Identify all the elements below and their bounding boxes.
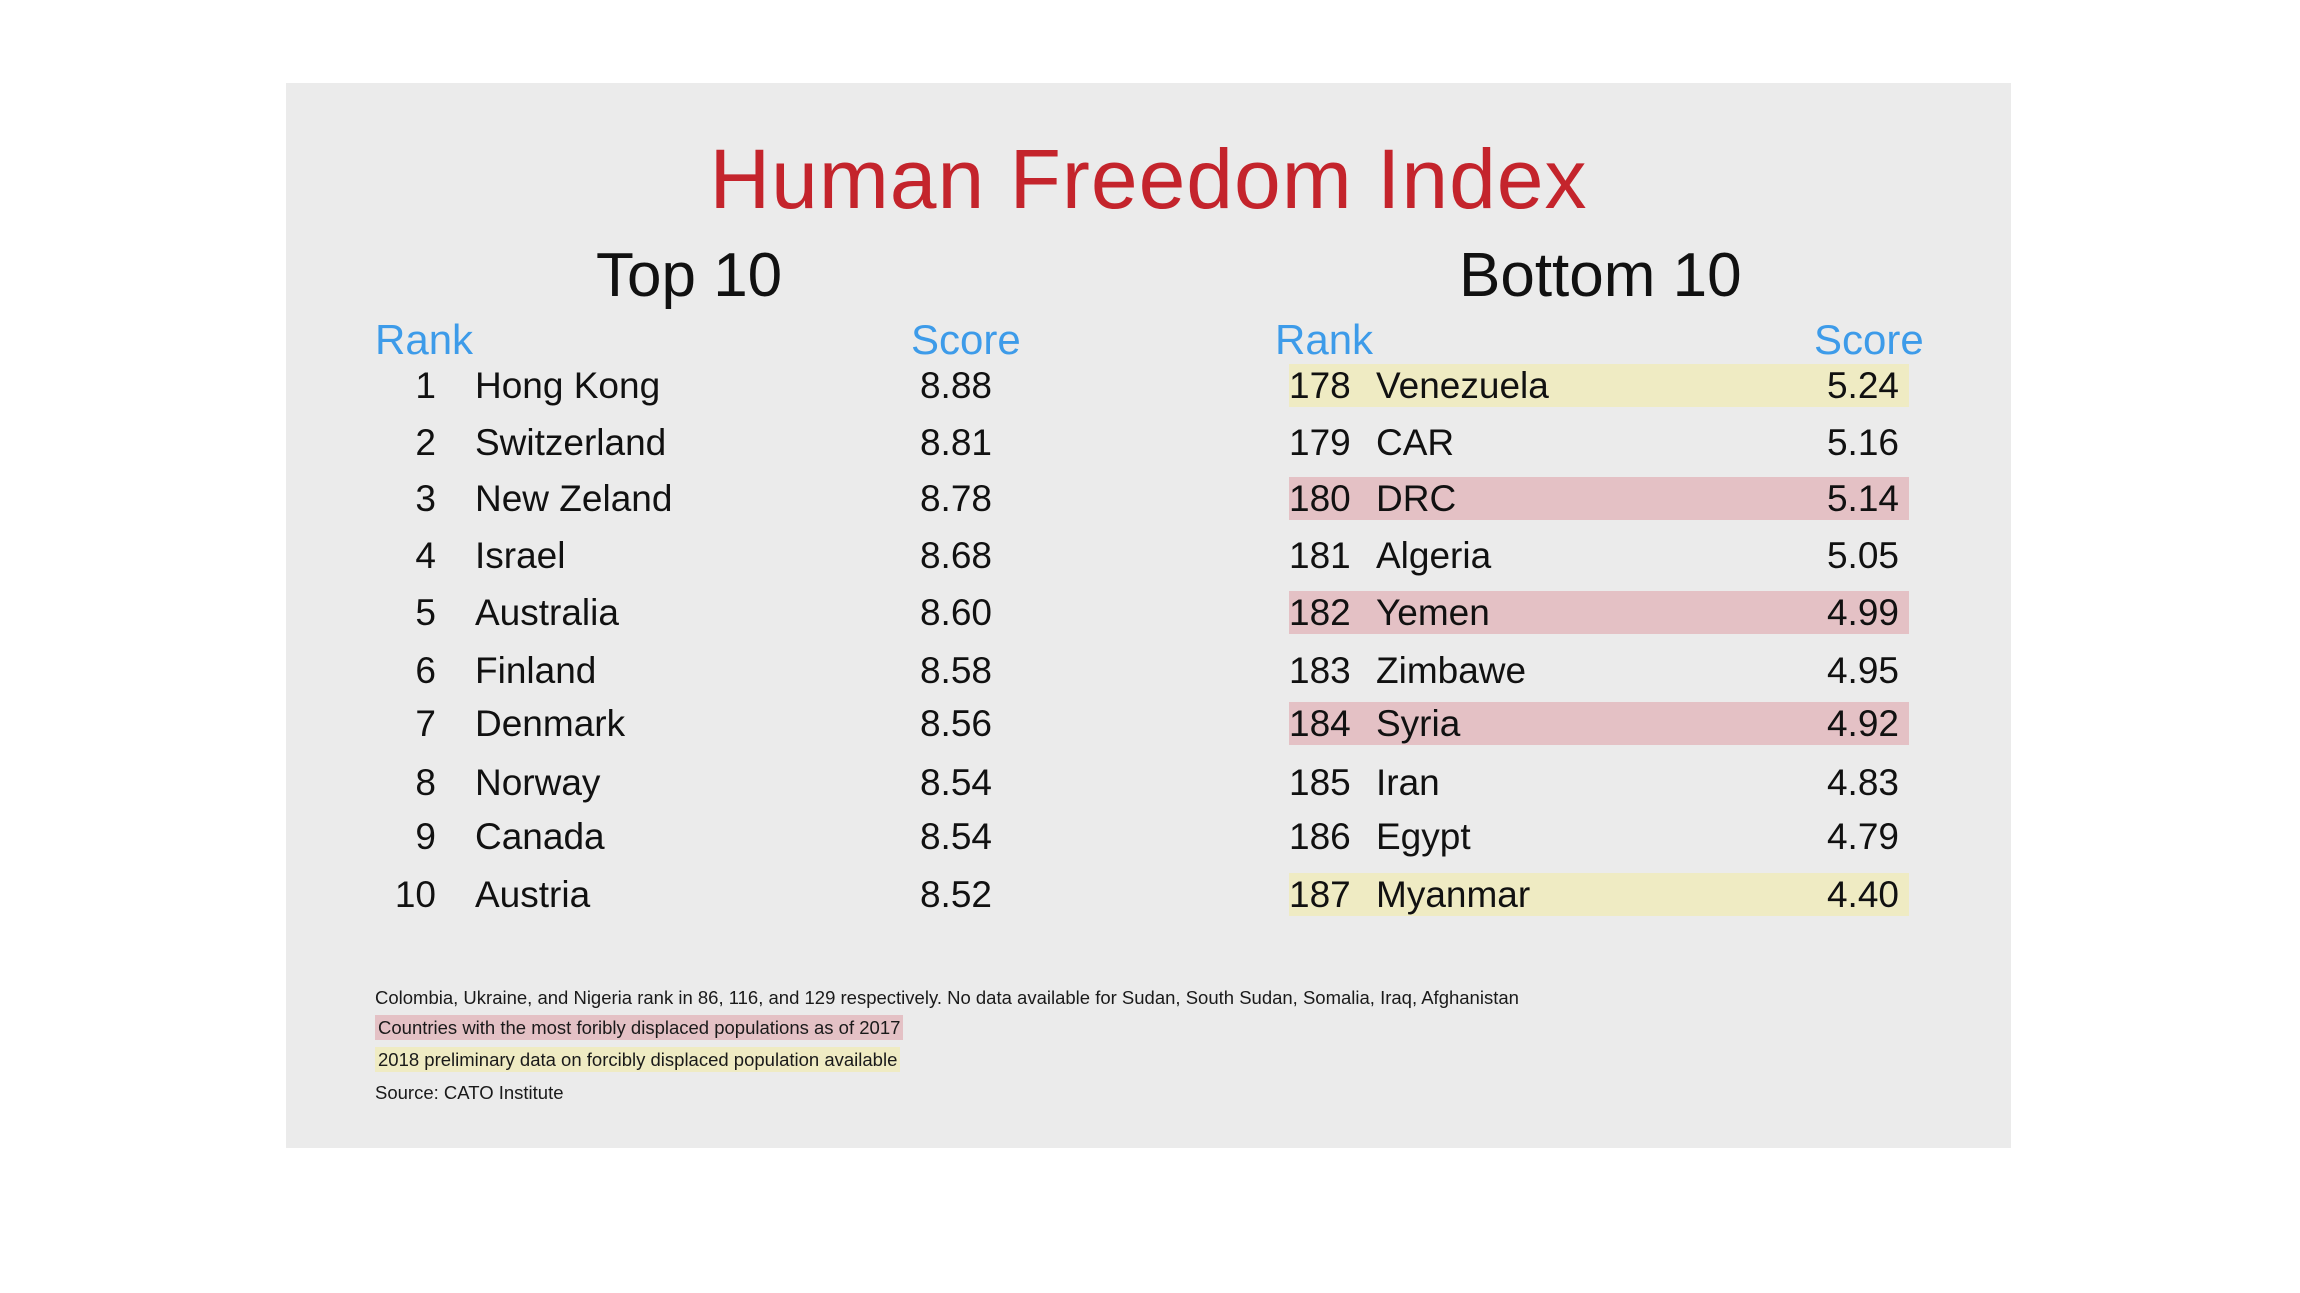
country-cell: Norway <box>475 762 601 803</box>
country-cell: Yemen <box>1376 592 1490 633</box>
table-row: 182 Yemen 4.99 <box>1289 591 1909 634</box>
top-rank-header: Rank <box>375 316 474 363</box>
rank-cell: 179 <box>1289 422 1351 463</box>
table-row: 8 Norway 8.54 <box>375 761 1015 804</box>
source-text: Source: CATO Institute <box>375 1082 564 1103</box>
country-cell: Syria <box>1376 703 1461 744</box>
table-row: 4 Israel 8.68 <box>375 534 1015 577</box>
country-cell: DRC <box>1376 478 1457 519</box>
table-row: 186 Egypt 4.79 <box>1289 815 1909 858</box>
country-cell: New Zeland <box>475 478 673 519</box>
country-cell: CAR <box>1376 422 1455 463</box>
bottom-10-heading: Bottom 10 <box>1459 241 1742 310</box>
country-cell: Switzerland <box>475 422 667 463</box>
score-cell: 5.05 <box>1826 535 1899 576</box>
score-cell: 8.81 <box>919 422 992 463</box>
country-cell: Iran <box>1376 762 1440 803</box>
rank-cell: 182 <box>1289 592 1351 633</box>
rank-cell: 5 <box>415 592 436 633</box>
legend-red-label: Countries with the most foribly displace… <box>375 1015 904 1040</box>
score-cell: 5.24 <box>1826 365 1899 406</box>
table-row: 10 Austria 8.52 <box>375 873 1015 916</box>
score-cell: 8.88 <box>919 365 992 406</box>
country-cell: Finland <box>475 650 597 691</box>
rank-cell: 1 <box>415 365 436 406</box>
score-cell: 5.16 <box>1826 422 1899 463</box>
score-cell: 8.78 <box>919 478 992 519</box>
table-row: 7 Denmark 8.56 <box>375 702 1015 745</box>
rank-cell: 3 <box>415 478 436 519</box>
table-row: 178 Venezuela 5.24 <box>1289 364 1909 407</box>
country-cell: Egypt <box>1376 816 1471 857</box>
top-score-header: Score <box>911 316 1021 363</box>
table-row: 9 Canada 8.54 <box>375 815 1015 858</box>
table-row: 179 CAR 5.16 <box>1289 421 1909 464</box>
footnote-text: Colombia, Ukraine, and Nigeria rank in 8… <box>375 987 1519 1008</box>
country-cell: Algeria <box>1376 535 1492 576</box>
table-row: 5 Australia 8.60 <box>375 591 1015 634</box>
score-cell: 8.68 <box>919 535 992 576</box>
table-row: 181 Algeria 5.05 <box>1289 534 1909 577</box>
bottom-score-header: Score <box>1814 316 1924 363</box>
rank-cell: 186 <box>1289 816 1351 857</box>
table-row: 1 Hong Kong 8.88 <box>375 364 1015 407</box>
score-cell: 4.40 <box>1826 874 1899 915</box>
score-cell: 4.92 <box>1826 703 1899 744</box>
rank-cell: 10 <box>394 874 436 915</box>
score-cell: 8.56 <box>919 703 992 744</box>
table-row: 184 Syria 4.92 <box>1289 702 1909 745</box>
rank-cell: 183 <box>1289 650 1351 691</box>
score-cell: 8.52 <box>919 874 992 915</box>
legend-yellow-label: 2018 preliminary data on forcibly displa… <box>375 1047 901 1072</box>
rank-cell: 180 <box>1289 478 1351 519</box>
rank-cell: 4 <box>415 535 436 576</box>
score-cell: 8.58 <box>919 650 992 691</box>
score-cell: 4.99 <box>1826 592 1899 633</box>
table-row: 185 Iran 4.83 <box>1289 761 1909 804</box>
country-cell: Venezuela <box>1376 365 1549 406</box>
table-row: 6 Finland 8.58 <box>375 649 1015 692</box>
table-row: 187 Myanmar 4.40 <box>1289 873 1909 916</box>
country-cell: Denmark <box>475 703 626 744</box>
footnote: Colombia, Ukraine, and Nigeria rank in 8… <box>375 987 1522 1009</box>
rank-cell: 9 <box>415 816 436 857</box>
rank-cell: 181 <box>1289 535 1351 576</box>
score-cell: 5.14 <box>1826 478 1899 519</box>
table-row: 3 New Zeland 8.78 <box>375 477 1015 520</box>
rank-cell: 6 <box>415 650 436 691</box>
score-cell: 8.60 <box>919 592 992 633</box>
score-cell: 4.79 <box>1826 816 1899 857</box>
country-cell: Israel <box>475 535 566 576</box>
page-title: Human Freedom Index <box>709 132 1588 226</box>
rank-cell: 7 <box>415 703 436 744</box>
rank-cell: 185 <box>1289 762 1351 803</box>
source-note: Source: CATO Institute <box>375 1082 567 1104</box>
rank-cell: 184 <box>1289 703 1351 744</box>
rank-cell: 2 <box>415 422 436 463</box>
score-cell: 4.95 <box>1826 650 1899 691</box>
rank-cell: 187 <box>1289 874 1351 915</box>
bottom-rank-header: Rank <box>1275 316 1374 363</box>
country-cell: Austria <box>475 874 591 915</box>
table-row: 2 Switzerland 8.81 <box>375 421 1015 464</box>
score-cell: 4.83 <box>1826 762 1899 803</box>
table-row: 183 Zimbawe 4.95 <box>1289 649 1909 692</box>
country-cell: Hong Kong <box>475 365 661 406</box>
rank-cell: 178 <box>1289 365 1351 406</box>
legend-red: Countries with the most foribly displace… <box>375 1015 904 1040</box>
country-cell: Zimbawe <box>1376 650 1527 691</box>
country-cell: Myanmar <box>1376 874 1531 915</box>
table-row: 180 DRC 5.14 <box>1289 477 1909 520</box>
score-cell: 8.54 <box>919 762 992 803</box>
score-cell: 8.54 <box>919 816 992 857</box>
legend-yellow: 2018 preliminary data on forcibly displa… <box>375 1047 901 1072</box>
country-cell: Canada <box>475 816 605 857</box>
top-10-heading: Top 10 <box>596 241 783 310</box>
rank-cell: 8 <box>415 762 436 803</box>
country-cell: Australia <box>475 592 619 633</box>
